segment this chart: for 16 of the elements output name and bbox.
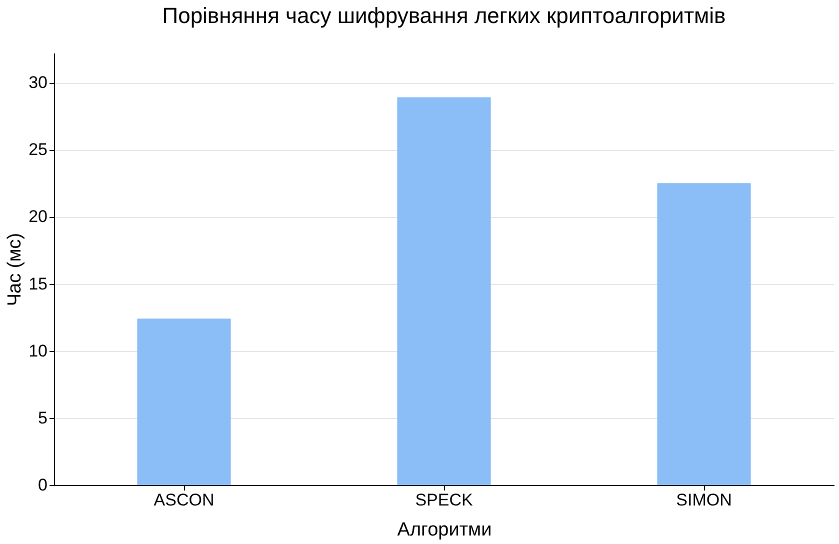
x-tick-label: ASCON bbox=[154, 490, 214, 510]
bar bbox=[137, 318, 231, 485]
bar bbox=[657, 183, 751, 485]
y-tick-label: 15 bbox=[28, 274, 48, 294]
y-tick-label: 0 bbox=[38, 476, 48, 494]
y-tick-label: 20 bbox=[28, 207, 48, 226]
x-tick-label: SIMON bbox=[676, 490, 732, 510]
y-tick-label: 25 bbox=[28, 140, 48, 160]
x-tick-label: SPECK bbox=[415, 490, 474, 510]
chart-title: Порівняння часу шифрування легких криптоалгоритмів bbox=[162, 3, 726, 28]
x-axis-title: Алгоритми bbox=[397, 520, 492, 540]
y-tick-label: 5 bbox=[38, 408, 48, 428]
y-tick-label: 30 bbox=[28, 73, 48, 92]
y-axis-title: Час (мс) bbox=[4, 232, 26, 306]
bar bbox=[397, 97, 491, 485]
y-tick-label: 10 bbox=[28, 341, 48, 360]
